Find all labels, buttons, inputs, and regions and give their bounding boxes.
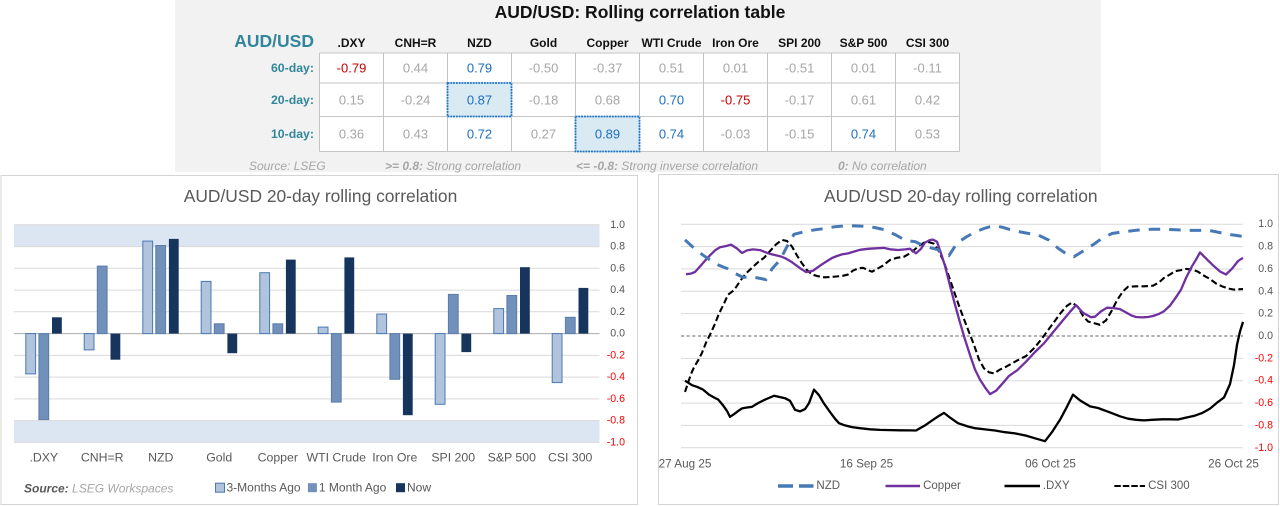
svg-text:06 Oct 25: 06 Oct 25 [1025, 458, 1076, 471]
svg-text:0.6: 0.6 [1258, 263, 1273, 275]
svg-text:0.79: 0.79 [467, 61, 492, 76]
svg-text:0.0: 0.0 [610, 328, 625, 340]
svg-text:0.6: 0.6 [610, 262, 625, 274]
svg-text:26 Oct 25: 26 Oct 25 [1208, 458, 1259, 471]
svg-text:Gold: Gold [206, 451, 232, 465]
svg-text:0.01: 0.01 [851, 61, 876, 76]
svg-text:Iron Ore: Iron Ore [712, 36, 759, 50]
svg-text:0.2: 0.2 [1258, 308, 1273, 320]
svg-text:AUD/USD 20-day rolling correla: AUD/USD 20-day rolling correlation [824, 186, 1098, 206]
svg-text:-0.4: -0.4 [1255, 375, 1273, 387]
svg-text:-0.75: -0.75 [721, 92, 751, 107]
svg-text:Gold: Gold [530, 36, 557, 50]
svg-text:0.8: 0.8 [1258, 241, 1273, 253]
svg-text:0.61: 0.61 [851, 92, 876, 107]
svg-text:-0.8: -0.8 [1255, 419, 1273, 431]
svg-text:1.0: 1.0 [1258, 218, 1273, 230]
svg-text:0.44: 0.44 [403, 61, 428, 76]
svg-text:>= 0.8: Strong correlation: >= 0.8: Strong correlation [385, 159, 521, 173]
svg-text:SPI 200: SPI 200 [778, 36, 821, 50]
svg-text:0.74: 0.74 [659, 127, 684, 142]
svg-text:0.15: 0.15 [339, 92, 364, 107]
svg-text:SPI 200: SPI 200 [431, 451, 475, 465]
svg-text:WTI Crude: WTI Crude [306, 451, 366, 465]
svg-text:-0.2: -0.2 [1255, 352, 1273, 364]
svg-text:20-day:: 20-day: [271, 93, 314, 107]
svg-text:0.53: 0.53 [915, 127, 940, 142]
svg-text:CSI 300: CSI 300 [1148, 480, 1190, 492]
svg-text:CNH=R: CNH=R [395, 36, 437, 50]
svg-text:0: No correlation: 0: No correlation [838, 159, 927, 173]
svg-text:1 Month Ago: 1 Month Ago [319, 481, 387, 495]
svg-text:NZD: NZD [467, 36, 492, 50]
svg-text:S&P 500: S&P 500 [840, 36, 888, 50]
svg-text:0.36: 0.36 [339, 127, 364, 142]
svg-text:-0.18: -0.18 [529, 92, 559, 107]
svg-text:0.27: 0.27 [531, 127, 556, 142]
svg-text:AUD/USD: Rolling correlation t: AUD/USD: Rolling correlation table [495, 2, 786, 22]
svg-text:S&P 500: S&P 500 [488, 451, 536, 465]
svg-text:0.72: 0.72 [467, 127, 492, 142]
svg-text:Copper: Copper [587, 36, 629, 50]
svg-text:NZD: NZD [816, 480, 840, 492]
svg-text:.DXY: .DXY [337, 36, 365, 50]
svg-text:-0.11: -0.11 [913, 61, 942, 76]
svg-text:.DXY: .DXY [1043, 480, 1070, 492]
svg-text:0.87: 0.87 [467, 92, 492, 107]
svg-text:-0.50: -0.50 [529, 61, 559, 76]
svg-text:-1.0: -1.0 [1255, 442, 1273, 454]
svg-text:0.68: 0.68 [595, 92, 620, 107]
svg-text:-0.2: -0.2 [607, 349, 625, 361]
svg-text:CSI 300: CSI 300 [548, 451, 593, 465]
svg-text:AUD/USD 20-day rolling correla: AUD/USD 20-day rolling correlation [184, 186, 458, 206]
svg-text:-1.0: -1.0 [607, 436, 625, 448]
svg-text:16 Sep 25: 16 Sep 25 [840, 458, 894, 471]
svg-text:CSI 300: CSI 300 [906, 36, 950, 50]
svg-text:-0.79: -0.79 [337, 61, 367, 76]
svg-text:0.2: 0.2 [610, 306, 625, 318]
svg-text:0.89: 0.89 [595, 127, 620, 142]
svg-text:Iron Ore: Iron Ore [372, 451, 417, 465]
svg-text:-0.17: -0.17 [785, 92, 815, 107]
svg-text:60-day:: 60-day: [271, 61, 314, 75]
svg-text:-0.51: -0.51 [785, 61, 815, 76]
svg-text:0.0: 0.0 [1258, 330, 1273, 342]
svg-text:Copper: Copper [258, 451, 298, 465]
svg-text:-0.03: -0.03 [721, 127, 751, 142]
svg-text:0.74: 0.74 [851, 127, 876, 142]
svg-text:Source: LSEG: Source: LSEG [249, 159, 326, 173]
svg-text:0.43: 0.43 [403, 127, 428, 142]
svg-text:Copper: Copper [923, 480, 961, 492]
svg-text:0.4: 0.4 [1258, 285, 1273, 297]
svg-text:Now: Now [407, 481, 431, 495]
svg-text:-0.8: -0.8 [607, 415, 625, 427]
svg-text:NZD: NZD [148, 451, 173, 465]
svg-text:CNH=R: CNH=R [81, 451, 124, 465]
svg-text:0.8: 0.8 [610, 241, 625, 253]
svg-text:0.51: 0.51 [659, 61, 684, 76]
svg-text:10-day:: 10-day: [271, 127, 314, 141]
svg-text:0.01: 0.01 [723, 61, 748, 76]
svg-text:WTI Crude: WTI Crude [642, 36, 702, 50]
svg-text:-0.6: -0.6 [1255, 397, 1273, 409]
svg-text:0.4: 0.4 [610, 284, 625, 296]
svg-text:<= -0.8: Strong inverse corre: <= -0.8: Strong inverse correlation [576, 159, 758, 173]
svg-text:-0.24: -0.24 [401, 92, 431, 107]
svg-text:AUD/USD: AUD/USD [234, 31, 314, 51]
svg-text:27 Aug 25: 27 Aug 25 [659, 458, 712, 471]
svg-text:3-Months Ago: 3-Months Ago [227, 481, 301, 495]
svg-text:-0.4: -0.4 [607, 371, 625, 383]
svg-text:-0.6: -0.6 [607, 393, 625, 405]
svg-text:0.70: 0.70 [659, 92, 684, 107]
svg-text:1.0: 1.0 [610, 219, 625, 231]
svg-text:Source: LSEG Workspaces: Source: LSEG Workspaces [24, 482, 173, 496]
svg-text:-0.37: -0.37 [593, 61, 623, 76]
svg-text:0.42: 0.42 [915, 92, 940, 107]
svg-text:.DXY: .DXY [29, 451, 58, 465]
svg-text:-0.15: -0.15 [785, 127, 815, 142]
